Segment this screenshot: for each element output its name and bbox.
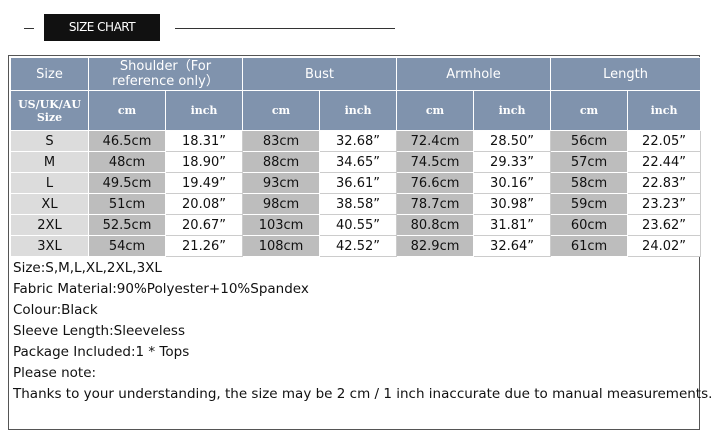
cell: 82.9cm [396,235,475,257]
cell: 30.16” [473,172,552,194]
cell: 36.61” [319,172,398,194]
cell: 74.5cm [396,151,475,173]
note-line: Fabric Material:90%Polyester+10%Spandex [13,281,309,297]
unit-header: cm [550,90,629,131]
cell: 56cm [550,130,629,152]
cell: 59cm [550,193,629,215]
cell: 31.81” [473,214,552,236]
cell: 51cm [88,193,166,215]
cell: 23.62” [627,214,702,236]
cell: 2XL [10,214,89,236]
cell: 22.44” [627,151,702,173]
cell: 76.6cm [396,172,475,194]
note-line: Size:S,M,L,XL,2XL,3XL [13,260,162,276]
cell: 78.7cm [396,193,475,215]
cell: 83cm [242,130,321,152]
cell: S [10,130,89,152]
cell: 54cm [88,235,166,257]
notes: Size:S,M,L,XL,2XL,3XL Fabric Material:90%… [13,258,712,405]
cell: 46.5cm [88,130,166,152]
cell: 60cm [550,214,629,236]
size-row: M 48cm 18.90” 88cm 34.65” 74.5cm 29.33” 57cm 22.… [10,151,702,173]
cell: 38.58” [319,193,398,215]
cell: 30.98” [473,193,552,215]
cell: 22.05” [627,130,702,152]
size-row: 3XL 54cm 21.26” 108cm 42.52” 82.9cm 32.64” 61cm… [10,235,702,257]
unit-header: cm [396,90,475,131]
cell: 52.5cm [88,214,166,236]
column-header: Size [10,57,89,91]
column-header: Length [550,57,702,91]
cell: 48cm [88,151,166,173]
unit-header: cm [88,90,166,131]
cell: 34.65” [319,151,398,173]
cell: 22.83” [627,172,702,194]
unit-header: inch [319,90,398,131]
cell: 42.52” [319,235,398,257]
cell: 20.67” [164,214,244,236]
column-header: Bust [242,57,398,91]
cell: 40.55” [319,214,398,236]
cell: 23.23” [627,193,702,215]
cell: 80.8cm [396,214,475,236]
unit-header: inch [164,90,244,131]
cell: 20.08” [164,193,244,215]
size-row: L 49.5cm 19.49” 93cm 36.61” 76.6cm 30.16” 58cm 2… [10,172,702,194]
cell: 28.50” [473,130,552,152]
column-header: Armhole [396,57,552,91]
cell: 57cm [550,151,629,173]
rule [24,28,34,29]
cell: 98cm [242,193,321,215]
cell: 29.33” [473,151,552,173]
cell: 108cm [242,235,321,257]
cell: 3XL [10,235,89,257]
unit-header: US/UK/AU Size [10,90,89,131]
column-header: Shoulder（For reference only） [87,57,244,91]
cell: 58cm [550,172,629,194]
cell: M [10,151,89,173]
cell: 103cm [242,214,321,236]
unit-header: cm [242,90,321,131]
note-line: Thanks to your understanding, the size m… [13,386,713,402]
size-table: Size Shoulder（For reference only） Bust Armh… [10,57,702,257]
header-row: Size Shoulder（For reference only） Bust Armh… [10,57,702,91]
note-line: Colour:Black [13,302,98,318]
unit-header: inch [627,90,702,131]
cell: 32.68” [319,130,398,152]
cell: 72.4cm [396,130,475,152]
size-row: 2XL 52.5cm 20.67” 103cm 40.55” 80.8cm 31.81” 60… [10,214,702,236]
note-line: Package Included:1 * Tops [13,344,190,360]
cell: XL [10,193,89,215]
note-line: Sleeve Length:Sleeveless [13,323,185,339]
note-line: Please note: [13,365,97,381]
rule [175,28,395,29]
cell: 49.5cm [88,172,166,194]
banner-title: SIZE CHART [44,14,160,41]
cell: L [10,172,89,194]
size-row: XL 51cm 20.08” 98cm 38.58” 78.7cm 30.98” 59cm 23… [10,193,702,215]
cell: 61cm [550,235,629,257]
cell: 24.02” [627,235,702,257]
cell: 32.64” [473,235,552,257]
cell: 18.90” [164,151,244,173]
cell: 93cm [242,172,321,194]
unit-header: inch [473,90,552,131]
cell: 19.49” [164,172,244,194]
subheader-row: US/UK/AU Size cm inch cm inch cm inch cm inch [10,90,702,131]
cell: 18.31” [164,130,244,152]
cell: 88cm [242,151,321,173]
cell: 21.26” [164,235,244,257]
size-row: S 46.5cm 18.31” 83cm 32.68” 72.4cm 28.50” 56cm 2… [10,130,702,152]
